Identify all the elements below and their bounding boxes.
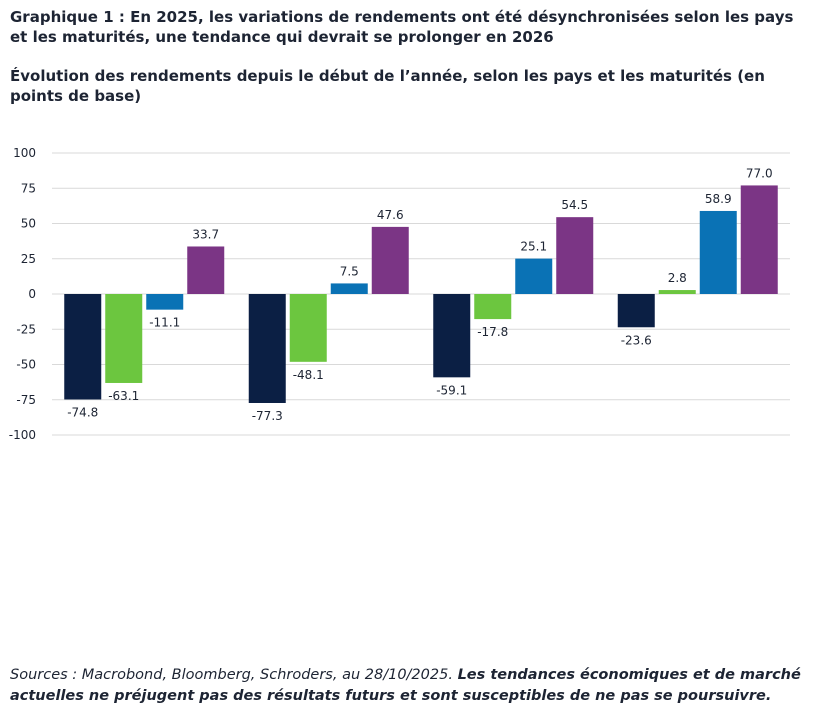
y-tick-label: 25 [21, 252, 36, 266]
sources-text: Sources : Macrobond, Bloomberg, Schroder… [10, 667, 453, 683]
data-label: -59.1 [436, 383, 467, 397]
bar-japan-5y [371, 226, 409, 294]
bar-us-2y [64, 294, 102, 400]
bar-uk-30y [658, 290, 696, 294]
data-label: 54.5 [561, 198, 588, 212]
bar-us-5y [248, 294, 286, 403]
y-tick-label: 50 [21, 217, 36, 231]
data-label: 58.9 [705, 192, 732, 206]
bar-uk-2y [105, 294, 143, 383]
bar-germany-5y [330, 283, 368, 294]
y-axis-ticks: 100 75 50 25 0 -25 -50 -75 -100 [9, 146, 36, 442]
y-tick-label: 100 [13, 146, 36, 160]
bar-japan-10y [556, 217, 594, 294]
bar-us-30y [617, 294, 655, 328]
data-label: 7.5 [340, 264, 359, 278]
y-tick-label: -100 [9, 428, 36, 442]
disclaimer-text: Les tendances économiques et de marché a… [10, 667, 801, 704]
data-label: 2.8 [668, 271, 687, 285]
bar-germany-30y [699, 210, 737, 294]
data-label: 47.6 [377, 208, 404, 222]
data-label: -48.1 [293, 368, 324, 382]
data-label: -23.6 [621, 333, 652, 347]
data-label: -74.8 [67, 405, 98, 419]
bar-uk-10y [474, 294, 512, 320]
data-labels: -74.8 -63.1 -11.1 33.7 -77.3 -48.1 7.5 47.6 -59.… [67, 166, 772, 423]
data-label: -11.1 [149, 316, 180, 330]
y-tick-label: 75 [21, 181, 36, 195]
bar-japan-30y [740, 185, 778, 294]
bar-uk-5y [289, 294, 327, 362]
bar-japan-2y [187, 246, 225, 294]
data-label: -77.3 [252, 409, 283, 423]
bar-germany-10y [515, 258, 553, 294]
chart-subtitle: Évolution des rendements depuis le début… [10, 67, 765, 105]
chart-title: Graphique 1 : En 2025, les variations de… [10, 8, 794, 46]
y-tick-label: -25 [16, 322, 36, 336]
bar-chart: 100 75 50 25 0 -25 -50 -75 -100 -74.8 -63.1 -11.1 3… [9, 146, 790, 442]
bar-us-10y [433, 294, 471, 378]
data-label: -63.1 [108, 389, 139, 403]
y-tick-label: 0 [28, 287, 36, 301]
y-tick-label: -50 [16, 358, 36, 372]
data-label: 25.1 [520, 240, 547, 254]
y-tick-label: -75 [16, 393, 36, 407]
bar-germany-2y [146, 294, 184, 310]
data-label: 33.7 [192, 227, 219, 241]
data-label: 77.0 [746, 166, 773, 180]
bars [64, 185, 778, 403]
footer-note: Sources : Macrobond, Bloomberg, Schroder… [10, 665, 810, 707]
data-label: -17.8 [477, 325, 508, 339]
